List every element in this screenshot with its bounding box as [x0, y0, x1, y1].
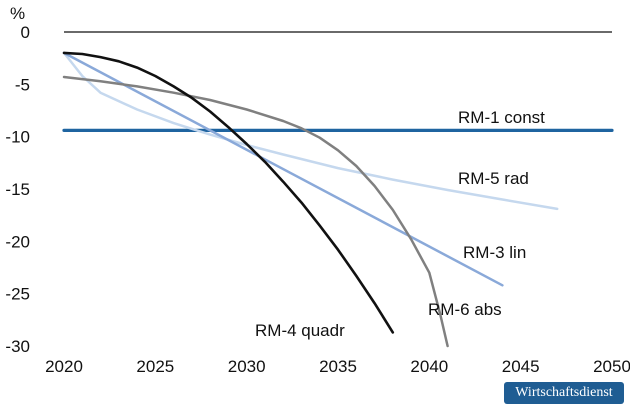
y-tick-label: -5	[15, 75, 30, 94]
series-line-rm-6-abs	[62, 75, 449, 348]
axes: 0 -5 -10 -15 -20 -25 -30 2020 2025 2030 2035 2040 20…	[5, 23, 630, 376]
y-axis-unit: %	[10, 4, 25, 23]
series-label-rm-3-lin: RM-3 lin	[463, 243, 526, 262]
series-label-rm-5-rad: RM-5 rad	[458, 169, 529, 188]
y-tick-label: -30	[5, 337, 30, 356]
publisher-badge: Wirtschaftsdienst	[504, 382, 624, 404]
x-tick-label: 2035	[319, 357, 357, 376]
x-tick-label: 2020	[45, 357, 83, 376]
series-line-rm-4-quadr	[62, 51, 395, 334]
series-line-rm-3-lin	[62, 51, 504, 287]
x-tick-label: 2045	[502, 357, 540, 376]
y-tick-label: -10	[5, 128, 30, 147]
x-tick-label: 2040	[410, 357, 448, 376]
x-tick-label: 2050	[593, 357, 630, 376]
x-tick-label: 2025	[136, 357, 174, 376]
y-tick-label: -20	[5, 232, 30, 251]
y-tick-label: 0	[21, 23, 30, 42]
series-lines	[62, 51, 614, 348]
series-label-rm-4-quadr: RM-4 quadr	[255, 321, 345, 340]
series-label-rm-1-const: RM-1 const	[458, 108, 545, 127]
y-tick-label: -25	[5, 285, 30, 304]
series-labels: RM-1 const RM-5 rad RM-3 lin RM-6 abs RM-4 q…	[255, 108, 545, 340]
y-tick-label: -15	[5, 180, 30, 199]
series-label-rm-6-abs: RM-6 abs	[428, 300, 502, 319]
x-tick-label: 2030	[228, 357, 266, 376]
